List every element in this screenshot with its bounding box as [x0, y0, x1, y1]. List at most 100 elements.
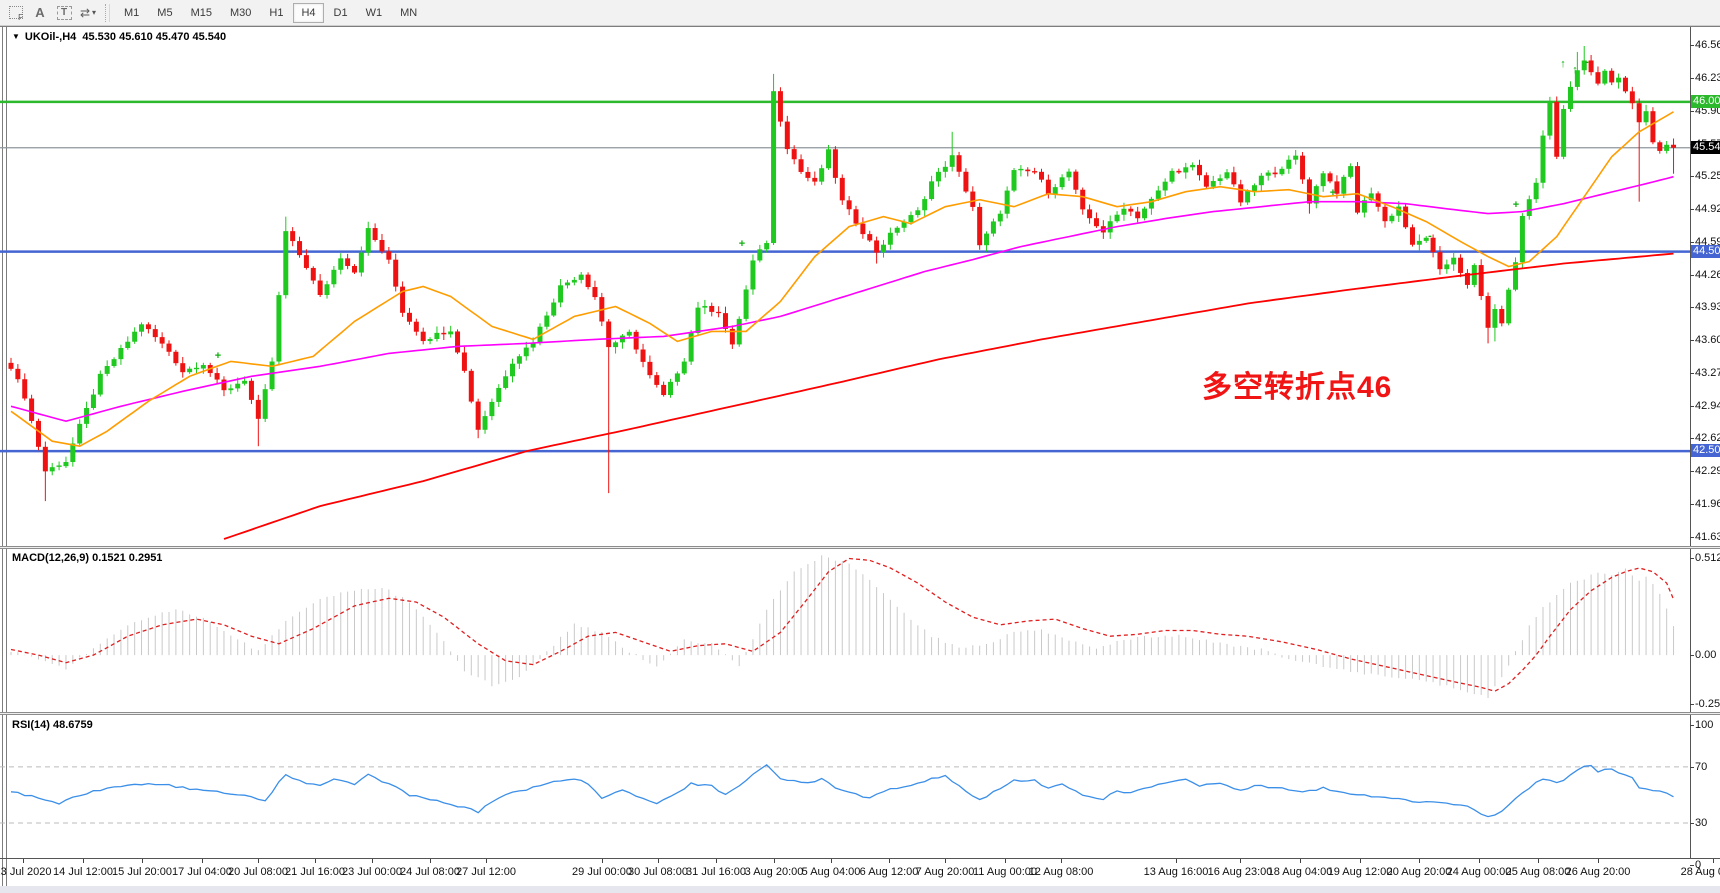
rsi-panel-splitter[interactable]: [0, 712, 1720, 715]
time-tick-dash: [258, 859, 259, 863]
price-tick-label: 45.25: [1695, 169, 1720, 182]
price-tick-dash: [1690, 77, 1694, 79]
time-tick-dash: [831, 859, 832, 863]
time-tick-label: 14 Jul 12:00: [53, 866, 113, 878]
time-tick-label: 29 Jul 00:00: [572, 866, 632, 878]
timeframe-button-M30[interactable]: M30: [229, 6, 252, 19]
time-tick-dash: [602, 859, 603, 863]
price-tick-dash: [1690, 504, 1694, 506]
time-tick-label: 13 Jul 2020: [0, 866, 52, 878]
rsi-tick-label: 0: [1695, 859, 1702, 871]
time-tick-label: 24 Jul 08:00: [400, 866, 460, 878]
current-price-badge: 45.54: [1691, 140, 1720, 154]
time-tick-dash: [1479, 859, 1480, 863]
macd-tick-dash: [1690, 558, 1694, 560]
price-tick-label: 41.96: [1695, 498, 1720, 511]
timeframe-button-H1[interactable]: H1: [269, 6, 284, 19]
time-tick-label: 25 Aug 08:00: [1505, 866, 1571, 878]
time-tick-dash: [716, 859, 717, 863]
chart-symbol-period: UKOil-,H4: [24, 31, 77, 43]
window-bottom-strip: [0, 886, 1720, 893]
rsi-tick-dash: [1690, 865, 1694, 866]
macd-panel-splitter[interactable]: [0, 546, 1720, 549]
trade-marker-icon: +: [1329, 187, 1337, 199]
timeframe-button-H4[interactable]: H4: [293, 2, 324, 23]
price-tick-label: 43.93: [1695, 301, 1720, 314]
time-tick-label: 27 Jul 12:00: [456, 866, 516, 878]
time-tick-label: 20 Aug 20:00: [1386, 866, 1452, 878]
time-tick-dash: [1713, 859, 1714, 863]
macd-tick-label: -0.257: [1695, 697, 1720, 710]
time-tick-dash: [486, 859, 487, 863]
rsi-label: RSI(14) 48.6759: [12, 719, 93, 731]
text-a-icon: A: [35, 5, 45, 20]
time-tick-label: 26 Aug 20:00: [1565, 866, 1631, 878]
price-tick-dash: [1690, 373, 1694, 375]
timeframe-button-M15[interactable]: M15: [190, 6, 212, 19]
time-tick-dash: [1061, 859, 1062, 863]
time-tick-dash: [1300, 859, 1301, 863]
trade-marker-icon: ↑: [1572, 64, 1578, 76]
time-tick-label: 18 Aug 04:00: [1267, 866, 1333, 878]
cycle-symbols-button[interactable]: ⇄ ▾: [77, 3, 99, 23]
time-tick-label: 31 Jul 16:00: [686, 866, 746, 878]
time-tick-dash: [23, 859, 24, 863]
price-axis-border: [1690, 27, 1691, 859]
toolbar-separator: [105, 3, 110, 22]
toolbar: F A T ⇄ ▾ M1 M5 M15 M30 H1 H4 D1 W1 MN: [0, 0, 1720, 26]
price-tick-dash: [1690, 537, 1694, 538]
time-tick-dash: [1176, 859, 1177, 863]
timeframe-button-D1[interactable]: D1: [333, 6, 348, 19]
time-tick-dash: [1360, 859, 1361, 863]
timeframe-group: M1 M5 M15 M30 H1 H4 D1 W1 MN: [115, 2, 426, 23]
time-tick-label: 30 Jul 08:00: [628, 866, 688, 878]
chart-menu-icon[interactable]: ▼: [12, 32, 20, 41]
time-tick-label: 21 Jul 16:00: [285, 866, 345, 878]
time-tick-label: 24 Aug 00:00: [1446, 866, 1512, 878]
price-tick-dash: [1690, 208, 1694, 210]
time-tick-label: 20 Jul 08:00: [228, 866, 288, 878]
trade-marker-icon: ↑: [1560, 58, 1566, 70]
price-tick-dash: [1690, 471, 1694, 473]
price-tick-dash: [1690, 44, 1694, 46]
price-tick-label: 42.94: [1695, 400, 1720, 413]
trade-marker-icon: +: [1512, 199, 1520, 211]
time-tick-dash: [1538, 859, 1539, 863]
macd-plot[interactable]: [0, 549, 1690, 712]
time-tick-label: 11 Aug 00:00: [972, 866, 1038, 878]
price-tick-dash: [1690, 307, 1694, 309]
trade-marker-icon: +: [738, 238, 746, 250]
timeframe-button-M1[interactable]: M1: [124, 6, 140, 19]
rsi-plot[interactable]: [0, 715, 1690, 858]
price-tick-label: 42.62: [1695, 432, 1720, 445]
text-label-tool-button[interactable]: A: [29, 3, 51, 23]
time-tick-dash: [202, 859, 203, 863]
time-tick-dash: [430, 859, 431, 863]
chart-left-frame: [2, 27, 7, 893]
price-tick-label: 44.26: [1695, 268, 1720, 281]
price-tick-dash: [1690, 175, 1694, 177]
macd-tick-label: 0.00: [1695, 649, 1717, 662]
timeframe-button-MN[interactable]: MN: [400, 6, 418, 19]
time-tick-label: 15 Jul 20:00: [112, 866, 172, 878]
time-tick-label: 23 Jul 00:00: [342, 866, 402, 878]
timeframe-button-W1[interactable]: W1: [365, 6, 383, 19]
timeframe-button-M5[interactable]: M5: [157, 6, 173, 19]
chart-annotation: 多空转折点46: [1202, 371, 1393, 404]
time-tick-label: 16 Aug 23:00: [1207, 866, 1273, 878]
time-tick-dash: [315, 859, 316, 863]
rsi-tick-dash: [1690, 724, 1694, 726]
dotted-grid-icon: F: [9, 6, 23, 22]
macd-tick-label: 0.5123: [1695, 552, 1720, 565]
time-tick-dash: [945, 859, 946, 863]
hline-price-badge: 44.50: [1691, 244, 1720, 258]
rsi-tick-label: 100: [1695, 718, 1714, 731]
macd-tick-dash: [1690, 703, 1694, 705]
price-plot[interactable]: [0, 27, 1690, 546]
rsi-tick-label: 30: [1695, 816, 1708, 829]
textbox-tool-button[interactable]: T: [53, 3, 75, 23]
time-tick-label: 6 Aug 12:00: [859, 866, 919, 878]
chart-grid-tool-button[interactable]: F: [5, 3, 27, 23]
time-tick-label: 17 Jul 04:00: [172, 866, 232, 878]
hline-price-badge: 42.50: [1691, 444, 1720, 458]
